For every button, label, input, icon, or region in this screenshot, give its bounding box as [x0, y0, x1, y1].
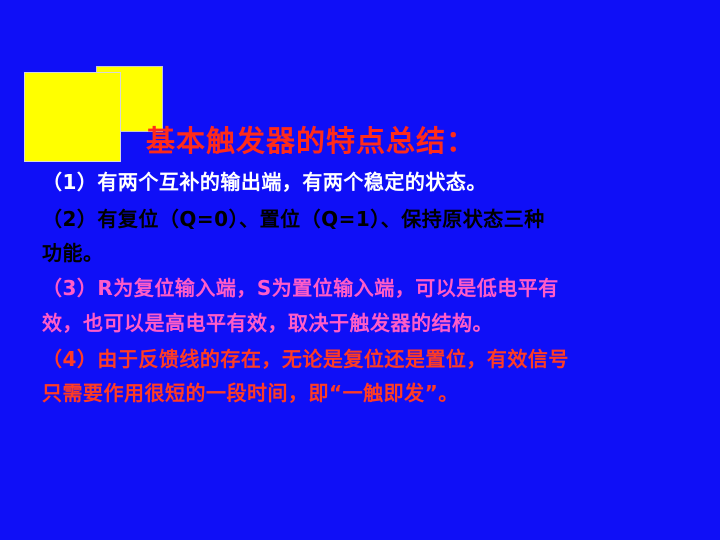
point-3-line-2: 效，也可以是高电平有效，取决于触发器的结构。: [42, 307, 493, 336]
point-4-line-1: （4）由于反馈线的存在，无论是复位还是置位，有效信号: [42, 343, 569, 372]
point-4-number: （4）: [42, 347, 98, 371]
point-2-line-1: （2）有复位（Q=0）、置位（Q=1）、保持原状态三种: [42, 203, 545, 232]
point-3-number: （3）: [42, 276, 98, 300]
point-1-text: 有两个互补的输出端，有两个稳定的状态。: [97, 170, 487, 194]
point-2-line-2: 功能。: [42, 237, 104, 266]
point-2-text-1: 有复位（Q=0）、置位（Q=1）、保持原状态三种: [97, 207, 545, 231]
point-1: （1）有两个互补的输出端，有两个稳定的状态。: [42, 166, 487, 195]
point-3-text-1: R为复位输入端，S为置位输入端，可以是低电平有: [97, 276, 559, 300]
point-2-number: （2）: [42, 207, 98, 231]
point-1-number: （1）: [42, 170, 98, 194]
point-3-text-2: 效，也可以是高电平有效，取决于触发器的结构。: [42, 311, 493, 335]
slide-title: 基本触发器的特点总结：: [146, 124, 477, 158]
point-3-line-1: （3）R为复位输入端，S为置位输入端，可以是低电平有: [42, 272, 559, 301]
decorative-yellow-square-front: [24, 72, 121, 162]
point-4-text-1: 由于反馈线的存在，无论是复位还是置位，有效信号: [97, 347, 569, 371]
point-4-text-2: 只需要作用很短的一段时间，即“一触即发”。: [42, 381, 459, 405]
point-4-line-2: 只需要作用很短的一段时间，即“一触即发”。: [42, 377, 459, 406]
point-2-text-2: 功能。: [42, 241, 104, 265]
